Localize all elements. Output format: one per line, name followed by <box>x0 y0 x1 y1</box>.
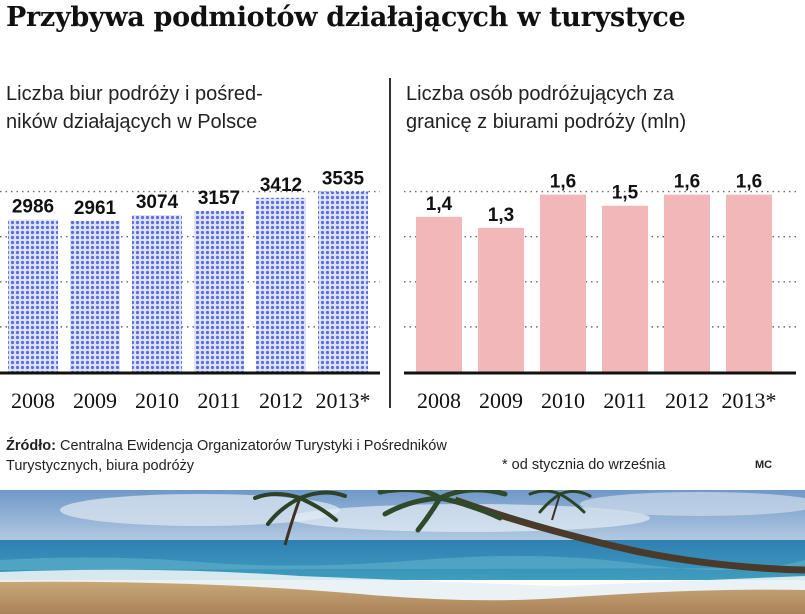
data-label: 3535 <box>322 169 365 190</box>
x-tick-label: 2012 <box>665 388 709 413</box>
data-label: 1,6 <box>736 172 762 193</box>
x-tick-label: 2013* <box>722 388 777 413</box>
chart1-title: Liczba biur podróży i pośred- ników dzia… <box>6 80 366 136</box>
x-tick-label: 2010 <box>541 388 585 413</box>
beach-photo-illustration <box>0 490 805 614</box>
x-tick-label: 2009 <box>73 388 117 413</box>
data-label: 1,6 <box>550 172 576 193</box>
x-tick-label: 2008 <box>11 388 55 413</box>
bar-2011 <box>602 205 648 372</box>
source-text: Centralna Ewidencja Organizatorów Turyst… <box>6 438 447 474</box>
bar-2013 <box>318 191 368 372</box>
bar-2012 <box>664 194 710 372</box>
footnote: * od stycznia do września <box>502 457 666 473</box>
source-label: Źródło: <box>6 438 56 454</box>
data-label: 3412 <box>260 175 302 196</box>
chart1-title-line1: Liczba biur podróży i pośred- <box>6 83 263 105</box>
chart2-svg: 1,4 2008 1,3 2009 1,6 2010 1,5 2011 1,6 2012 1,6 20… <box>404 172 796 413</box>
source-note: Źródło: Centralna Ewidencja Organizatoró… <box>6 436 476 476</box>
bar-2009 <box>478 227 524 372</box>
data-label: 1,3 <box>488 205 514 226</box>
bar-2013 <box>726 194 772 372</box>
bar-2010 <box>540 194 586 372</box>
beach-palm-photo <box>0 490 805 614</box>
chart-divider <box>389 78 391 408</box>
data-label: 1,5 <box>612 183 639 204</box>
data-label: 2961 <box>74 198 117 219</box>
data-label: 1,4 <box>426 194 453 215</box>
bar-2009 <box>70 220 120 372</box>
chart1-svg: 2986 2008 2961 2009 3074 2010 3157 2011 3412 2012… <box>0 169 380 413</box>
x-tick-label: 2010 <box>135 388 179 413</box>
data-label: 3074 <box>136 192 179 213</box>
chart-travellers: 1,4 2008 1,3 2009 1,6 2010 1,5 2011 1,6 2012 1,6 20… <box>396 150 805 420</box>
bar-2012 <box>256 197 306 372</box>
bar-2008 <box>416 216 462 372</box>
x-tick-label: 2008 <box>417 388 461 413</box>
x-tick-label: 2011 <box>603 388 646 413</box>
chart1-title-line2: ników działających w Polsce <box>6 111 258 133</box>
x-tick-label: 2012 <box>259 388 303 413</box>
bar-2008 <box>8 219 58 372</box>
chart2-title: Liczba osób podróżujących za granicę z b… <box>406 80 796 136</box>
data-label: 1,6 <box>674 172 700 193</box>
data-label: 3157 <box>198 188 240 209</box>
bar-2011 <box>194 210 244 372</box>
bar-2010 <box>132 215 182 372</box>
x-tick-label: 2011 <box>197 388 240 413</box>
x-tick-label: 2013* <box>316 388 371 413</box>
infographic-title: Przybywa podmiotów działających w turyst… <box>6 2 686 33</box>
x-tick-label: 2009 <box>479 388 523 413</box>
data-label: 2986 <box>12 197 54 218</box>
chart2-title-line1: Liczba osób podróżujących za <box>406 83 674 105</box>
author-initials: MC <box>755 459 773 471</box>
chart2-title-line2: granicę z biurami podróży (mln) <box>406 111 687 133</box>
chart-travel-agencies: 2986 2008 2961 2009 3074 2010 3157 2011 3412 2012… <box>0 150 385 420</box>
